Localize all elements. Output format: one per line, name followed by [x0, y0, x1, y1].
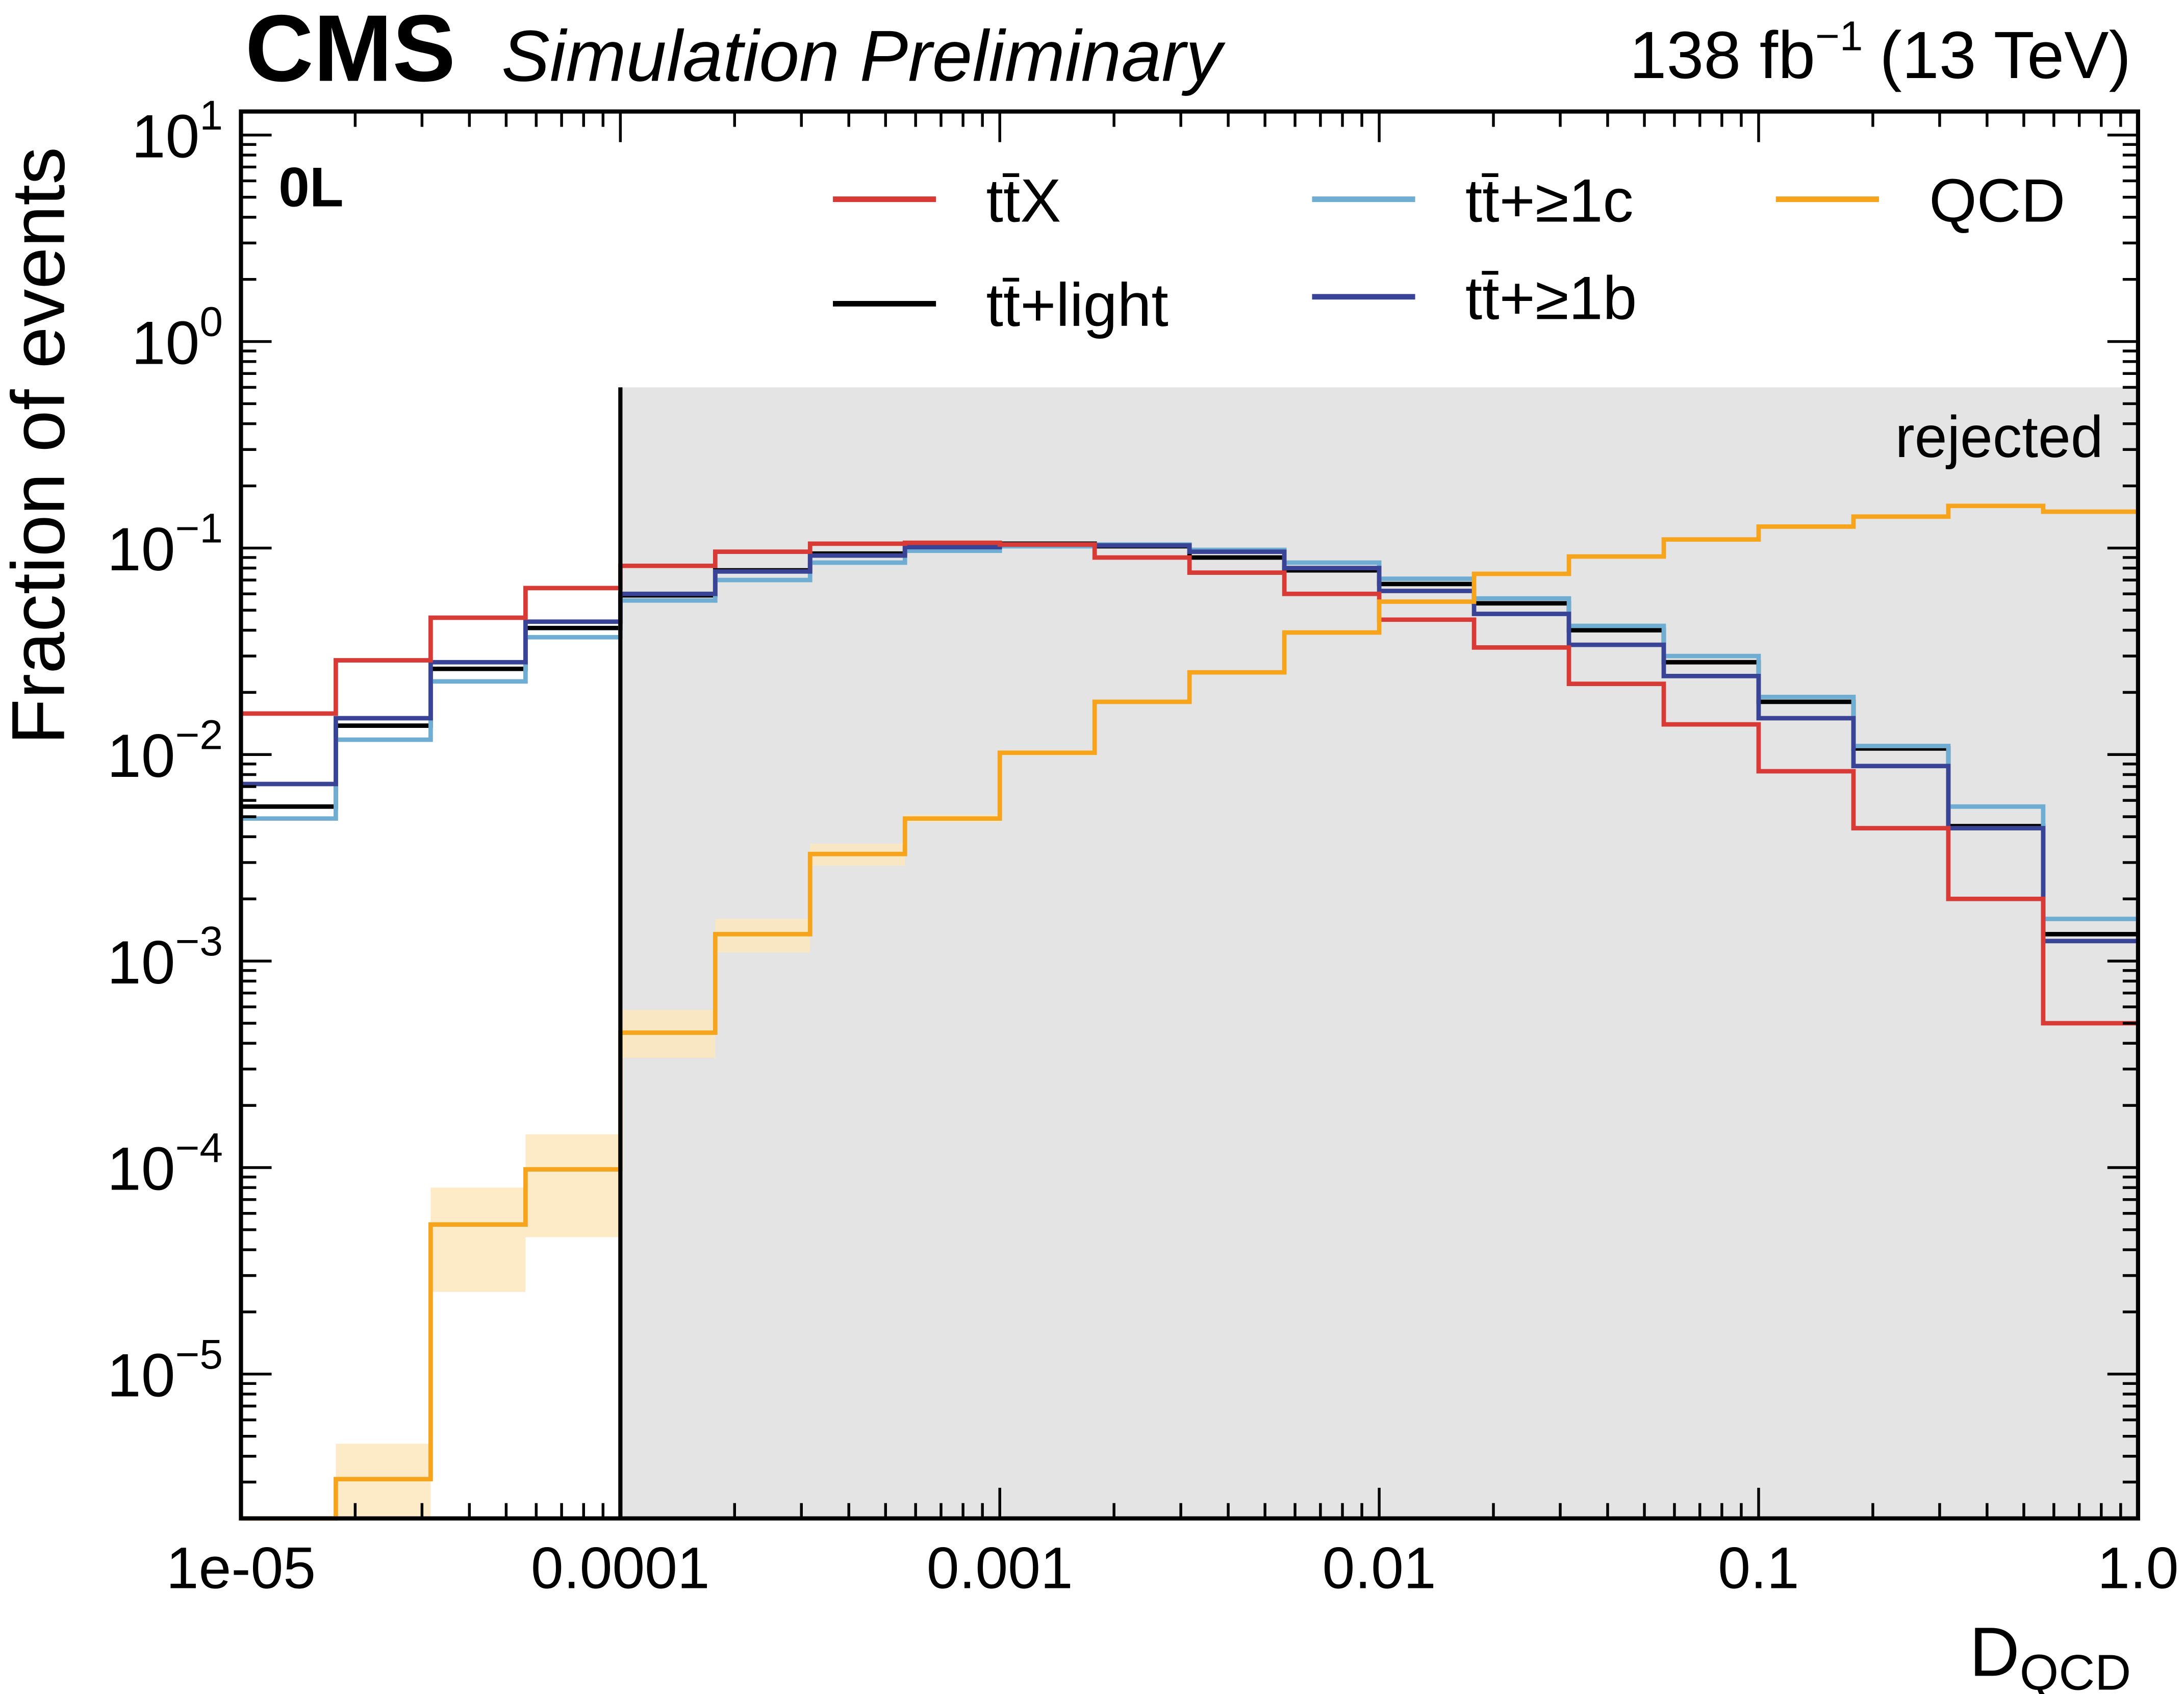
qcd-band-bin [430, 1187, 526, 1292]
y-tick-exp: −4 [175, 1125, 223, 1171]
x-axis-label: DQCD [1969, 1612, 2131, 1694]
x-axis-label-sub: QCD [2020, 1645, 2131, 1694]
y-tick-base: 10 [107, 928, 175, 997]
rejected-label: rejected [1895, 404, 2103, 470]
lumi-label: 138 fb−1 (13 TeV) [1630, 13, 2131, 92]
series-tt-1b [241, 542, 2138, 944]
x-tick-label: 1e-05 [166, 1535, 316, 1601]
legend-label: tt̄+≥1c [1465, 166, 1634, 235]
cms-label: CMS [245, 0, 456, 102]
simulation-label: Simulation Preliminary [501, 16, 1226, 97]
legend-label: tt̄+≥1b [1465, 264, 1637, 333]
y-tick-base: 10 [107, 515, 175, 584]
plot-frame [239, 109, 2140, 1521]
y-tick-label: 10−1 [107, 505, 223, 584]
y-tick-label: 100 [132, 299, 223, 377]
legend-label: tt̄X [986, 166, 1061, 235]
y-tick-exp: −5 [175, 1331, 223, 1378]
y-tick-label: 10−2 [107, 712, 223, 790]
legend: tt̄X tt̄+≥1c QCD tt̄+light tt̄+≥1b [833, 166, 2065, 339]
histogram-series [241, 503, 2138, 1521]
x-tick-label: 0.1 [1718, 1535, 1799, 1601]
region-label: 0L [278, 156, 343, 218]
y-tick-base: 10 [107, 1341, 175, 1409]
y-tick-label: 10−4 [107, 1125, 223, 1203]
y-axis-label: Fraction of events [0, 147, 81, 745]
lumi-value: 138 fb [1630, 17, 1815, 92]
qcd-band-bin [525, 1134, 621, 1237]
series-tt-x [241, 540, 2138, 1026]
energy-label: (13 TeV) [1880, 17, 2131, 92]
y-tick-exp: −3 [175, 918, 223, 965]
y-tick-exp: −2 [175, 712, 223, 758]
x-tick-label: 1.0 [2097, 1535, 2178, 1601]
x-axis-label-main: D [1969, 1612, 2020, 1690]
y-tick-label: 101 [132, 92, 223, 171]
y-tick-exp: −1 [175, 505, 223, 551]
y-tick-exp: 0 [199, 299, 223, 345]
x-tick-label: 0.001 [927, 1535, 1073, 1601]
legend-label: QCD [1929, 166, 2065, 235]
y-tick-base: 10 [132, 309, 200, 377]
x-tick-labels: 1e-05 0.0001 0.001 0.01 0.1 1.0 [166, 1535, 2179, 1601]
series-qcd [241, 503, 2138, 1521]
x-tick-label: 0.0001 [531, 1535, 710, 1601]
y-tick-exp: 1 [199, 92, 223, 139]
y-tick-base: 10 [132, 102, 200, 170]
y-tick-base: 10 [107, 722, 175, 790]
header: CMS Simulation Preliminary 138 fb−1 (13 T… [245, 0, 2131, 102]
legend-label: tt̄+light [986, 271, 1168, 339]
y-tick-label: 10−3 [107, 918, 223, 997]
y-tick-base: 10 [107, 1135, 175, 1203]
y-tick-label: 10−5 [107, 1331, 223, 1410]
x-tick-label: 0.01 [1322, 1535, 1436, 1601]
lumi-exponent: −1 [1815, 13, 1863, 59]
